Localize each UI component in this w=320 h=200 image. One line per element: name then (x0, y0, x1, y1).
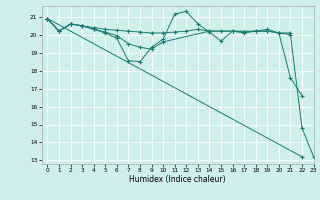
X-axis label: Humidex (Indice chaleur): Humidex (Indice chaleur) (129, 175, 226, 184)
